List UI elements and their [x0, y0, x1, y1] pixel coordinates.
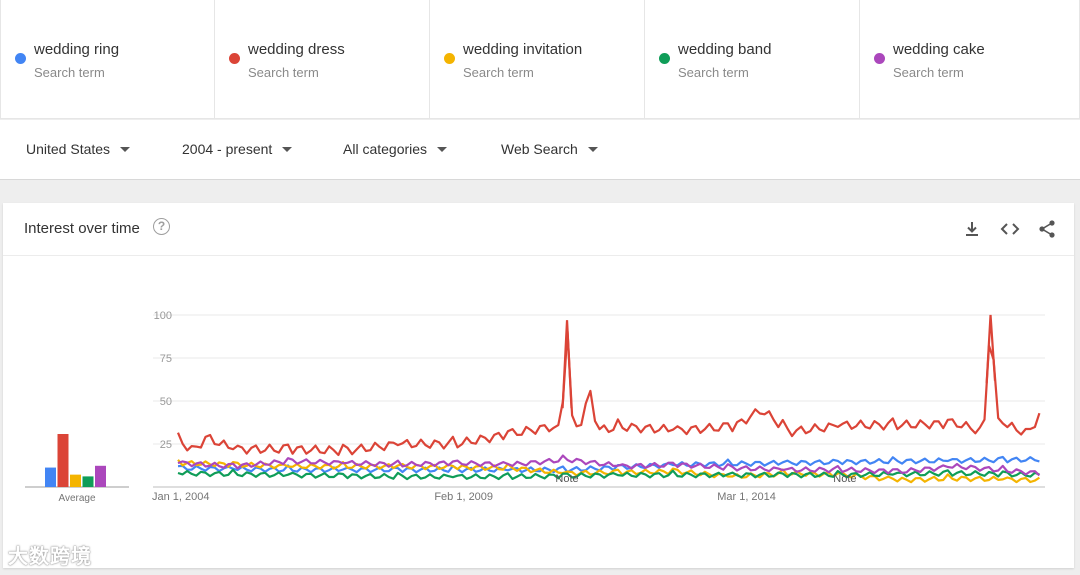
term-type: Search term — [893, 65, 964, 80]
search-terms-bar: wedding ring Search term wedding dress S… — [0, 0, 1080, 119]
x-tick-label: Feb 1, 2009 — [434, 491, 493, 503]
help-icon[interactable]: ? — [153, 218, 170, 235]
term-type: Search term — [678, 65, 749, 80]
average-bar[interactable] — [95, 465, 106, 487]
average-bar[interactable] — [82, 476, 94, 487]
watermark-text: 大数跨境 — [8, 546, 92, 568]
series-line-wedding-band[interactable] — [177, 468, 1040, 481]
series-line-wedding-ring[interactable] — [177, 455, 1040, 474]
term-name: wedding ring — [34, 41, 120, 58]
term-type: Search term — [34, 65, 105, 80]
term-card-3[interactable]: wedding invitation Search term — [430, 0, 645, 119]
card-title: Interest over time — [24, 220, 140, 237]
series-spike — [985, 314, 997, 384]
search-type-value: Web Search — [501, 141, 578, 157]
filter-bar: United States 2004 - present All categor… — [0, 120, 1080, 180]
series-line-wedding-cake[interactable] — [177, 454, 1041, 477]
average-label: Average — [58, 493, 96, 504]
y-tick-label: 50 — [160, 396, 172, 408]
term-card-2[interactable]: wedding dress Search term — [215, 0, 430, 119]
term-color-dot — [444, 53, 455, 64]
download-icon[interactable] — [961, 218, 983, 240]
average-bar-chart: Average — [25, 434, 129, 504]
share-icon[interactable] — [1036, 218, 1058, 240]
term-name: wedding band — [678, 41, 772, 58]
search-type-dropdown[interactable]: Web Search — [501, 141, 598, 157]
x-tick-label: Mar 1, 2014 — [717, 491, 776, 503]
average-bar[interactable] — [57, 434, 69, 487]
series-line-wedding-dress[interactable] — [176, 330, 1041, 457]
average-bar[interactable] — [70, 474, 81, 487]
region-value: United States — [26, 141, 111, 157]
term-card-1[interactable]: wedding ring Search term — [0, 0, 215, 119]
y-tick-label: 75 — [160, 353, 172, 365]
term-card-4[interactable]: wedding band Search term — [645, 0, 860, 119]
card-header: Interest over time ? — [3, 203, 1074, 256]
chevron-down-icon — [120, 146, 131, 152]
series-spike — [561, 320, 573, 409]
time-range-dropdown[interactable]: 2004 - present — [182, 141, 293, 157]
y-tick-label: 100 — [154, 310, 172, 322]
term-type: Search term — [463, 65, 534, 80]
chart-gridlines — [153, 314, 1045, 488]
term-name: wedding cake — [893, 41, 985, 58]
interest-over-time-card: Interest over time ? — [3, 203, 1074, 568]
term-name: wedding dress — [248, 41, 345, 58]
term-color-dot — [15, 53, 26, 64]
chevron-down-icon — [282, 146, 293, 152]
term-color-dot — [659, 53, 670, 64]
note-marker[interactable]: Note — [555, 473, 578, 485]
chart-labels: 25 50 75 100 Jan 1, 2004 Feb 1, 2009 Mar 1, 20… — [152, 310, 857, 503]
y-tick-label: 25 — [160, 439, 172, 451]
average-bar[interactable] — [45, 467, 56, 487]
chevron-down-icon — [587, 146, 598, 152]
term-name: wedding invitation — [463, 41, 583, 58]
embed-code-icon[interactable] — [999, 218, 1021, 240]
term-color-dot — [874, 53, 885, 64]
note-marker[interactable]: Note — [833, 473, 856, 485]
term-card-5[interactable]: wedding cake Search term — [860, 0, 1080, 119]
term-color-dot — [229, 53, 240, 64]
chevron-down-icon — [437, 146, 448, 152]
category-dropdown[interactable]: All categories — [343, 141, 448, 157]
region-dropdown[interactable]: United States — [26, 141, 131, 157]
time-range-value: 2004 - present — [182, 141, 273, 157]
chart-series-lines — [176, 314, 1041, 484]
term-type: Search term — [248, 65, 319, 80]
x-tick-label: Jan 1, 2004 — [152, 491, 210, 503]
category-value: All categories — [343, 141, 428, 157]
